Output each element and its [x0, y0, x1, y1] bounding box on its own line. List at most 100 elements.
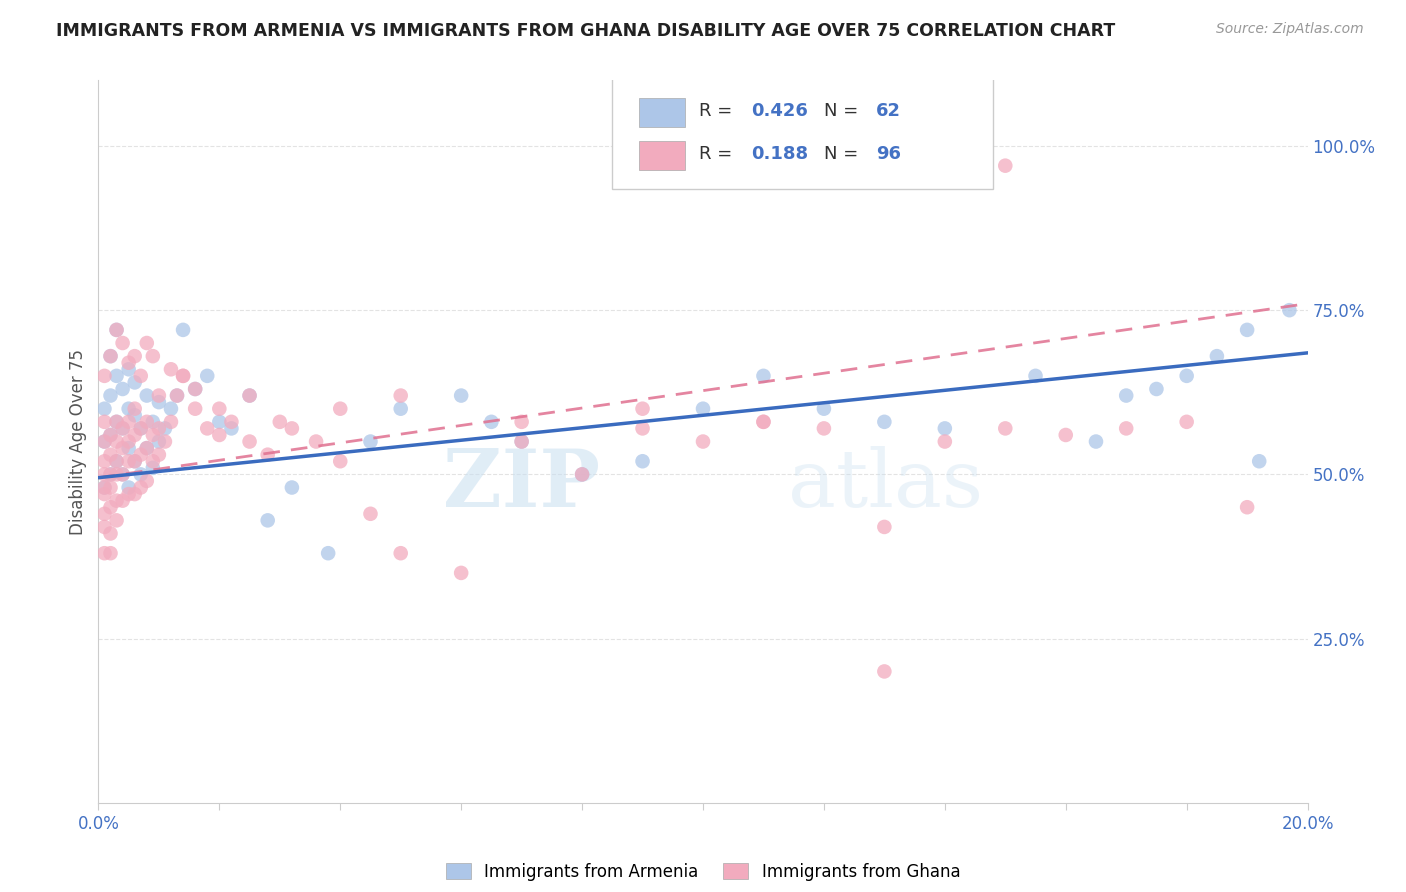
Point	[142, 454, 165, 468]
Point	[129, 448, 152, 462]
Point	[129, 481, 152, 495]
Point	[129, 421, 152, 435]
Point	[184, 401, 207, 416]
Point	[135, 336, 157, 351]
Point	[111, 421, 134, 435]
Point	[389, 401, 412, 416]
Point	[142, 428, 165, 442]
Point	[994, 159, 1017, 173]
Point	[329, 454, 352, 468]
Point	[148, 448, 170, 462]
Text: R =: R =	[699, 145, 738, 163]
Point	[360, 434, 382, 449]
Point	[100, 349, 122, 363]
Point	[1206, 349, 1229, 363]
Point	[105, 454, 128, 468]
Point	[329, 401, 352, 416]
Point	[1278, 303, 1301, 318]
Point	[160, 401, 183, 416]
Point	[100, 526, 122, 541]
Point	[93, 507, 115, 521]
Text: ZIP: ZIP	[443, 446, 600, 524]
Point	[1175, 415, 1198, 429]
Point	[281, 481, 304, 495]
Point	[124, 376, 146, 390]
Point	[124, 454, 146, 468]
Point	[135, 388, 157, 402]
Point	[631, 401, 654, 416]
Point	[153, 421, 176, 435]
Point	[100, 546, 122, 560]
Y-axis label: Disability Age Over 75: Disability Age Over 75	[69, 349, 87, 534]
Point	[111, 441, 134, 455]
Point	[160, 362, 183, 376]
Point	[100, 388, 122, 402]
Point	[105, 454, 128, 468]
Text: IMMIGRANTS FROM ARMENIA VS IMMIGRANTS FROM GHANA DISABILITY AGE OVER 75 CORRELAT: IMMIGRANTS FROM ARMENIA VS IMMIGRANTS FR…	[56, 22, 1115, 40]
Point	[450, 388, 472, 402]
Point	[93, 368, 115, 383]
Point	[148, 388, 170, 402]
Point	[118, 481, 141, 495]
Point	[105, 513, 128, 527]
Point	[124, 428, 146, 442]
Point	[256, 448, 278, 462]
Point	[1236, 500, 1258, 515]
Point	[510, 434, 533, 449]
Point	[124, 487, 146, 501]
Point	[813, 421, 835, 435]
Point	[105, 467, 128, 482]
Point	[105, 323, 128, 337]
Point	[129, 467, 152, 482]
Point	[105, 415, 128, 429]
Point	[1144, 382, 1167, 396]
Point	[93, 454, 115, 468]
Point	[93, 434, 115, 449]
Text: N =: N =	[824, 103, 863, 120]
Point	[994, 421, 1017, 435]
Point	[172, 323, 194, 337]
Point	[360, 507, 382, 521]
Point	[813, 401, 835, 416]
Point	[208, 415, 231, 429]
Point	[1054, 428, 1077, 442]
Point	[208, 401, 231, 416]
Point	[166, 388, 188, 402]
Point	[93, 467, 115, 482]
Point	[93, 434, 115, 449]
Point	[118, 356, 141, 370]
Point	[195, 368, 218, 383]
Point	[142, 415, 165, 429]
Point	[160, 415, 183, 429]
Point	[93, 401, 115, 416]
Point	[100, 467, 122, 482]
Point	[221, 421, 243, 435]
Text: 0.426: 0.426	[751, 103, 808, 120]
Point	[269, 415, 291, 429]
Point	[148, 421, 170, 435]
Point	[93, 520, 115, 534]
Point	[135, 415, 157, 429]
Point	[1085, 434, 1108, 449]
Point	[184, 382, 207, 396]
Point	[111, 421, 134, 435]
Point	[118, 401, 141, 416]
Point	[221, 415, 243, 429]
Text: 0.188: 0.188	[751, 145, 808, 163]
Point	[481, 415, 503, 429]
Point	[239, 388, 262, 402]
Point	[172, 368, 194, 383]
Point	[1024, 368, 1046, 383]
Point	[873, 415, 896, 429]
Point	[111, 493, 134, 508]
Point	[1236, 323, 1258, 337]
Point	[105, 368, 128, 383]
Point	[93, 487, 115, 501]
Point	[316, 546, 339, 560]
Point	[571, 467, 593, 482]
Point	[142, 460, 165, 475]
Point	[100, 428, 122, 442]
Point	[450, 566, 472, 580]
Text: 96: 96	[876, 145, 901, 163]
Point	[100, 349, 122, 363]
